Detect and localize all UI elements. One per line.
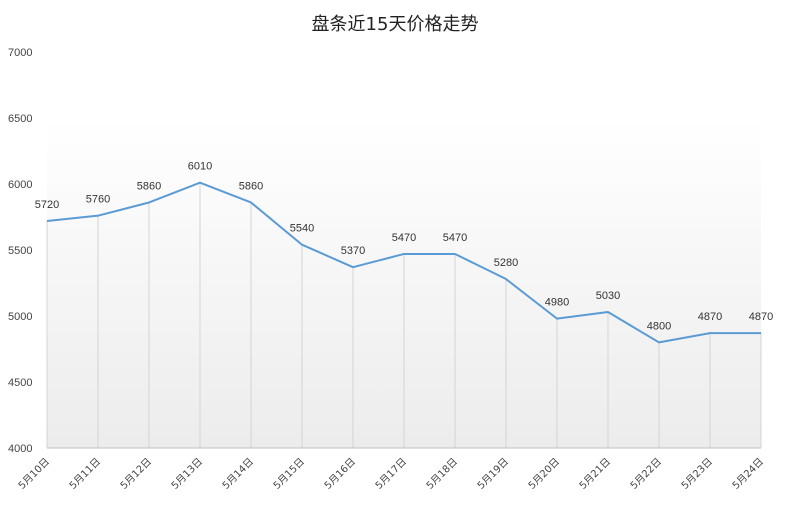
x-tick-label: 5月21日 [577,456,613,492]
y-tick-label: 4500 [8,377,32,389]
x-tick-label: 5月17日 [373,456,409,492]
data-label: 5540 [290,223,314,235]
y-tick-label: 7000 [8,47,32,59]
data-label: 5760 [86,194,110,206]
x-tick-label: 5月22日 [628,456,664,492]
data-label: 5470 [443,232,467,244]
chart-title: 盘条近15天价格走势 [311,14,479,35]
x-tick-label: 5月18日 [424,456,460,492]
y-tick-label: 5500 [8,245,32,257]
data-label: 5370 [341,245,365,257]
data-label: 5030 [596,290,620,302]
x-tick-label: 5月24日 [730,456,766,492]
x-tick-label: 5月23日 [679,456,715,492]
series-line [46,181,761,344]
x-tick-label: 5月16日 [322,456,358,492]
data-label: 5860 [137,180,161,192]
data-label: 5720 [35,199,59,211]
y-tick-label: 5000 [8,311,32,323]
x-tick-label: 5月10日 [16,456,52,492]
x-tick-label: 5月14日 [220,456,256,492]
data-label: 4800 [647,320,671,332]
data-label: 5470 [392,232,416,244]
data-label: 5860 [239,180,263,192]
y-tick-label: 6500 [8,113,32,125]
y-tick-label: 6000 [8,179,32,191]
data-label: 6010 [188,161,212,173]
data-label: 5280 [494,257,518,269]
x-tick-label: 5月20日 [526,456,562,492]
x-tick-label: 5月12日 [118,456,154,492]
data-label: 4870 [698,311,722,323]
data-label: 4980 [545,297,569,309]
y-tick-label: 4000 [8,443,32,455]
x-tick-label: 5月13日 [169,456,205,492]
x-tick-label: 5月11日 [67,456,103,492]
x-tick-label: 5月15日 [271,456,307,492]
data-label: 4870 [749,311,773,323]
x-tick-label: 5月19日 [475,456,511,492]
